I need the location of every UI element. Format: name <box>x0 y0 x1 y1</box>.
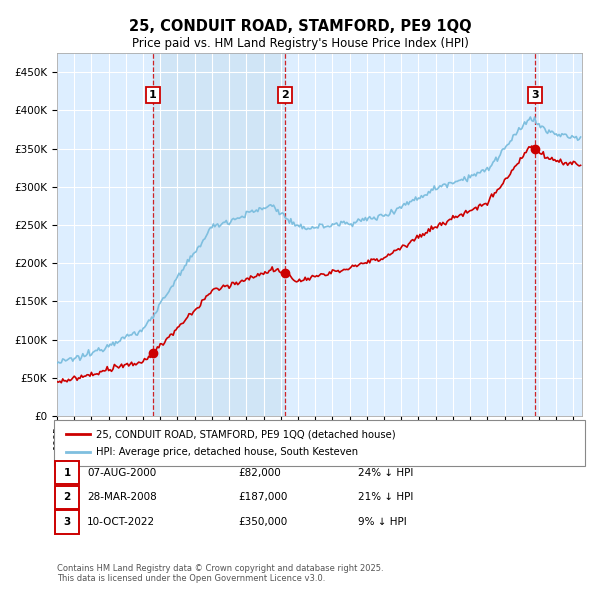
Text: 1: 1 <box>149 90 157 100</box>
Text: 25, CONDUIT ROAD, STAMFORD, PE9 1QQ (detached house): 25, CONDUIT ROAD, STAMFORD, PE9 1QQ (det… <box>96 430 395 440</box>
Text: Contains HM Land Registry data © Crown copyright and database right 2025.
This d: Contains HM Land Registry data © Crown c… <box>57 563 383 583</box>
Text: £82,000: £82,000 <box>238 468 281 477</box>
Text: 3: 3 <box>531 90 539 100</box>
Text: 24% ↓ HPI: 24% ↓ HPI <box>358 468 413 477</box>
Text: 28-MAR-2008: 28-MAR-2008 <box>87 493 157 502</box>
Text: 21% ↓ HPI: 21% ↓ HPI <box>358 493 413 502</box>
Text: 9% ↓ HPI: 9% ↓ HPI <box>358 517 407 527</box>
Text: 1: 1 <box>64 468 71 477</box>
Text: 25, CONDUIT ROAD, STAMFORD, PE9 1QQ: 25, CONDUIT ROAD, STAMFORD, PE9 1QQ <box>128 19 472 34</box>
Text: £187,000: £187,000 <box>238 493 287 502</box>
Text: 3: 3 <box>64 517 71 527</box>
Text: £350,000: £350,000 <box>238 517 287 527</box>
Text: 07-AUG-2000: 07-AUG-2000 <box>87 468 156 477</box>
Text: Price paid vs. HM Land Registry's House Price Index (HPI): Price paid vs. HM Land Registry's House … <box>131 37 469 50</box>
Text: 10-OCT-2022: 10-OCT-2022 <box>87 517 155 527</box>
Text: 2: 2 <box>64 493 71 502</box>
Text: 2: 2 <box>281 90 289 100</box>
Bar <box>153 53 285 416</box>
Text: HPI: Average price, detached house, South Kesteven: HPI: Average price, detached house, Sout… <box>96 447 358 457</box>
